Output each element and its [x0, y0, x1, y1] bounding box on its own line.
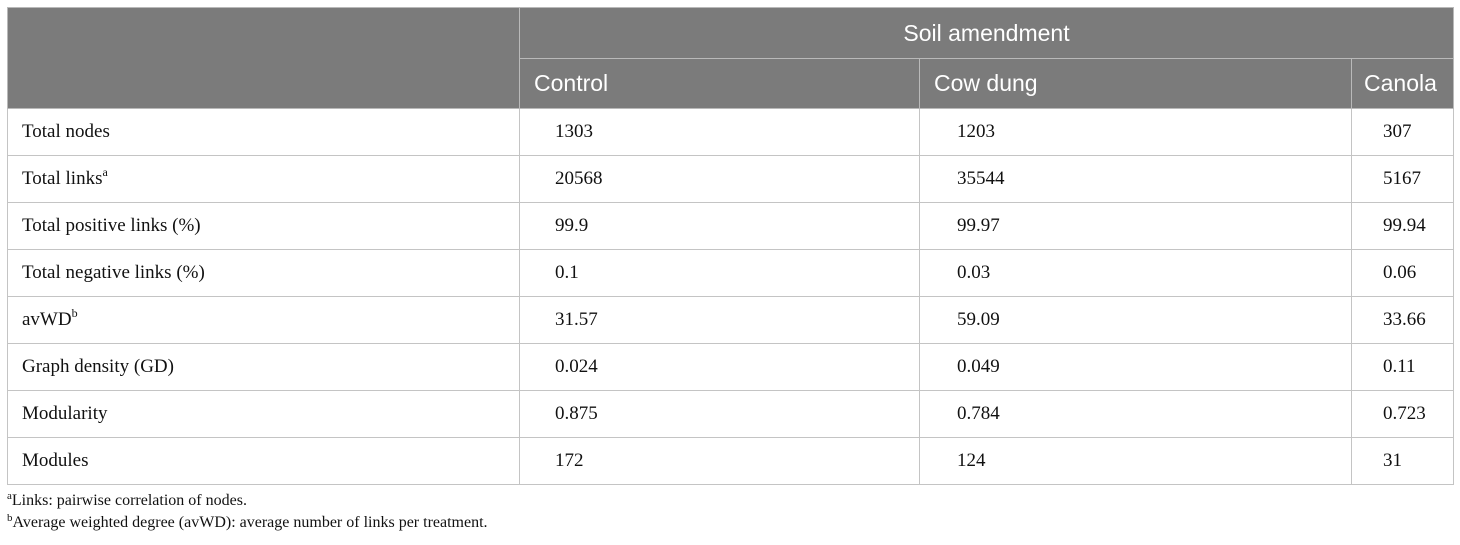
table-row: Modules 172 124 31 — [7, 437, 1454, 485]
table-footnotes: aLinks: pairwise correlation of nodes. b… — [7, 490, 488, 534]
footnote-mark: a — [102, 165, 108, 179]
cell-canola: 307 — [1351, 108, 1454, 156]
table-row: Total nodes 1303 1203 307 — [7, 108, 1454, 156]
cell-control: 31.57 — [519, 296, 920, 344]
table-row: avWDb 31.57 59.09 33.66 — [7, 296, 1454, 344]
cell-cow-dung: 35544 — [919, 155, 1352, 203]
footnote-text: Links: pairwise correlation of nodes. — [11, 492, 247, 509]
table-row: Modularity 0.875 0.784 0.723 — [7, 390, 1454, 438]
network-properties-table: Soil amendment Control Cow dung Canola T… — [7, 7, 1454, 485]
cell-cow-dung: 124 — [919, 437, 1352, 485]
footnote-mark: b — [7, 512, 13, 524]
header-row-group: Soil amendment — [7, 7, 1454, 109]
header-row-columns: Control Cow dung Canola — [8, 58, 1454, 109]
cell-cow-dung: 99.97 — [919, 202, 1352, 250]
header-canola: Canola — [1351, 58, 1454, 109]
cell-canola: 31 — [1351, 437, 1454, 485]
cell-cow-dung: 0.049 — [919, 343, 1352, 391]
footnote-mark: b — [71, 306, 78, 320]
header-control: Control — [519, 58, 920, 109]
cell-control: 0.875 — [519, 390, 920, 438]
cell-canola: 5167 — [1351, 155, 1454, 203]
table-body: Total nodes 1303 1203 307 Total linksa 2… — [7, 108, 1454, 485]
row-label: Modules — [7, 437, 520, 485]
footnote-mark: a — [7, 490, 12, 502]
header-corner-cell — [7, 7, 520, 109]
table-header: Soil amendment Control Cow dung Canola — [7, 7, 1454, 109]
table-row: Graph density (GD) 0.024 0.049 0.11 — [7, 343, 1454, 391]
row-label: Total nodes — [7, 108, 520, 156]
row-label: Total linksa — [7, 155, 520, 203]
row-label: Graph density (GD) — [7, 343, 520, 391]
row-label: Modularity — [7, 390, 520, 438]
cell-cow-dung: 59.09 — [919, 296, 1352, 344]
cell-control: 99.9 — [519, 202, 920, 250]
cell-control: 1303 — [519, 108, 920, 156]
table-row: Total negative links (%) 0.1 0.03 0.06 — [7, 249, 1454, 297]
footnote-a: aLinks: pairwise correlation of nodes. — [7, 490, 488, 512]
network-properties-table-container: Soil amendment Control Cow dung Canola T… — [7, 7, 1454, 485]
cell-control: 0.024 — [519, 343, 920, 391]
footnote-text: Average weighted degree (avWD): average … — [12, 514, 488, 531]
cell-canola: 0.11 — [1351, 343, 1454, 391]
footnote-b: bAverage weighted degree (avWD): average… — [7, 512, 488, 534]
cell-canola: 99.94 — [1351, 202, 1454, 250]
cell-canola: 0.06 — [1351, 249, 1454, 297]
row-label: avWDb — [7, 296, 520, 344]
table-row: Total linksa 20568 35544 5167 — [7, 155, 1454, 203]
cell-control: 20568 — [519, 155, 920, 203]
cell-control: 172 — [519, 437, 920, 485]
cell-canola: 33.66 — [1351, 296, 1454, 344]
cell-cow-dung: 0.03 — [919, 249, 1352, 297]
row-label: Total positive links (%) — [7, 202, 520, 250]
cell-control: 0.1 — [519, 249, 920, 297]
table-row: Total positive links (%) 99.9 99.97 99.9… — [7, 202, 1454, 250]
row-label: Total negative links (%) — [7, 249, 520, 297]
header-soil-amendment: Soil amendment — [519, 7, 1454, 59]
cell-canola: 0.723 — [1351, 390, 1454, 438]
header-cow-dung: Cow dung — [919, 58, 1352, 109]
cell-cow-dung: 1203 — [919, 108, 1352, 156]
cell-cow-dung: 0.784 — [919, 390, 1352, 438]
